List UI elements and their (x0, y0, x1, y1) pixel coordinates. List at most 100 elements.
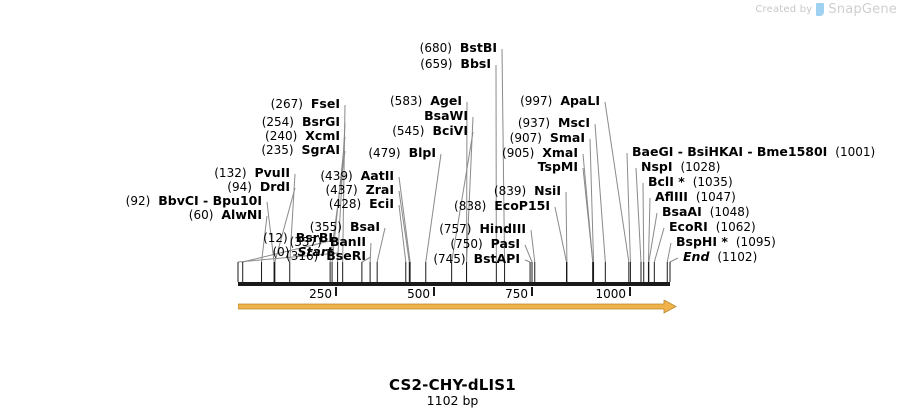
leader-line (530, 229, 536, 263)
enzyme-name: BsaAI (662, 204, 702, 219)
enzyme-site-bseri[interactable]: (316) BseRI (286, 249, 366, 263)
enzyme-site-bsai[interactable]: (355) BsaI (310, 220, 380, 234)
enzyme-site-pvuii[interactable]: (132) PvuII (214, 166, 290, 180)
enzyme-name: EciI (369, 196, 394, 211)
enzyme-site-fsei[interactable]: (267) FseI (271, 97, 340, 111)
enzyme-position: (235) (261, 143, 294, 157)
enzyme-position: (1048) (709, 205, 750, 219)
enzyme-site-afliii[interactable]: AflIII (1047) (655, 190, 736, 204)
leader-line (604, 101, 630, 263)
leader-line (648, 212, 658, 263)
enzyme-site-bstbi[interactable]: (680) BstBI (420, 41, 497, 55)
enzyme-site-ecop15i[interactable]: (838) EcoP15I (454, 199, 550, 213)
enzyme-site-banii[interactable]: (337) BanII (290, 235, 366, 249)
enzyme-name: AatII (360, 168, 394, 183)
enzyme-site-apali[interactable]: (997) ApaLI (520, 94, 600, 108)
leader-line (524, 244, 533, 263)
leader-line (589, 138, 595, 263)
leader-line (635, 167, 642, 263)
enzyme-position: (1102) (717, 250, 758, 264)
enzyme-position: (240) (265, 129, 298, 143)
enzyme-position: (439) (320, 169, 353, 183)
ruler-tick-label: 1000 (595, 287, 626, 301)
enzyme-name: SgrAI (301, 142, 340, 157)
ruler-tick-label: 250 (309, 287, 332, 301)
enzyme-site-blpi[interactable]: (479) BlpI (368, 146, 436, 160)
enzyme-site-bsphi[interactable]: BspHI * (1095) (676, 235, 776, 249)
snapgene-credit: Created by SnapGene (755, 2, 897, 17)
enzyme-site-bsaai[interactable]: BsaAI (1048) (662, 205, 750, 219)
enzyme-site-xmai[interactable]: (905) XmaI (502, 146, 578, 160)
enzyme-name: BseRI (326, 248, 366, 263)
enzyme-site-bsawi[interactable]: BsaWI (424, 109, 468, 123)
enzyme-site-bcivi[interactable]: (545) BciVI (392, 124, 468, 138)
enzyme-site-bbsi[interactable]: (659) BbsI (420, 57, 491, 71)
enzyme-site-bstapi[interactable]: (745) BstAPI (433, 252, 520, 266)
enzyme-site-nsii[interactable]: (839) NsiI (494, 184, 561, 198)
leader-line (582, 167, 594, 263)
enzyme-name: BsaI (349, 219, 380, 234)
created-by-text: Created by (755, 4, 813, 15)
ruler-tick-mark (433, 287, 435, 296)
ruler-tick-mark (335, 287, 337, 296)
enzyme-site-ecii[interactable]: (428) EciI (329, 197, 394, 211)
enzyme-site-end[interactable]: End (1102) (683, 250, 757, 264)
enzyme-position: (337) (289, 235, 322, 249)
enzyme-site-drdi[interactable]: (94) DrdI (227, 180, 290, 194)
enzyme-position: (355) (309, 220, 342, 234)
map-title: CS2-CHY-dLIS1 (389, 376, 516, 394)
enzyme-site-sgrai[interactable]: (235) SgrAI (261, 143, 340, 157)
enzyme-name: PvuII (254, 165, 290, 180)
leader-line (398, 190, 410, 263)
enzyme-name: BlpI (408, 145, 436, 160)
strand-arrow (238, 300, 677, 314)
enzyme-name: BclI * (648, 174, 685, 189)
enzyme-name: EcoRI (669, 219, 708, 234)
snapgene-logo-icon (816, 3, 825, 16)
enzyme-site-tspmi[interactable]: TspMI (538, 160, 578, 174)
enzyme-site-agei[interactable]: (583) AgeI (390, 94, 462, 108)
leader-line (369, 242, 372, 263)
enzyme-position: (0) (272, 245, 290, 259)
enzyme-site-aatii[interactable]: (439) AatII (320, 169, 394, 183)
enzyme-name: ZraI (365, 182, 394, 197)
strand-arrow-shape (238, 300, 677, 314)
enzyme-name: BbvCI - Bpu10I (158, 193, 262, 208)
enzyme-site-baegi[interactable]: BaeGI - BsiHKAI - Bme1580I (1001) (632, 145, 875, 159)
enzyme-name: AlwNI (221, 207, 262, 222)
enzyme-name: BsaWI (424, 108, 468, 123)
enzyme-position: (659) (420, 57, 453, 71)
enzyme-site-smai[interactable]: (907) SmaI (510, 131, 585, 145)
enzyme-site-bsrbi[interactable]: (12) BsrBI (263, 231, 333, 245)
enzyme-name: DrdI (259, 179, 290, 194)
leader-line (647, 197, 651, 263)
leader-line (653, 227, 665, 263)
enzyme-site-nspi[interactable]: NspI (1028) (641, 160, 720, 174)
enzyme-site-ecori[interactable]: EcoRI (1062) (669, 220, 756, 234)
enzyme-position: (60) (188, 208, 214, 222)
leader-line (398, 204, 407, 263)
enzyme-position: (1028) (680, 160, 721, 174)
enzyme-site-bbvci[interactable]: (92) BbvCI - Bpu10I (126, 194, 262, 208)
snapgene-brand-text: SnapGene (828, 2, 897, 17)
enzyme-position: (12) (263, 231, 288, 245)
ruler-tick-label: 500 (407, 287, 430, 301)
enzyme-site-alwni[interactable]: (60) AlwNI (189, 208, 262, 222)
enzyme-position: (937) (517, 116, 551, 130)
enzyme-site-hindiii[interactable]: (757) HindIII (439, 222, 526, 236)
leader-line (524, 259, 531, 263)
enzyme-name: FseI (310, 96, 340, 111)
enzyme-site-pasi[interactable]: (750) PasI (450, 237, 520, 251)
enzyme-site-zrai[interactable]: (437) ZraI (325, 183, 394, 197)
enzyme-site-start[interactable]: (0) Start (272, 245, 333, 259)
enzyme-site-bcli[interactable]: BclI * (1035) (648, 175, 733, 189)
enzyme-site-msci[interactable]: (937) MscI (518, 116, 590, 130)
enzyme-site-xcmi[interactable]: (240) XcmI (265, 129, 340, 143)
leader-line (594, 123, 606, 263)
leader-line (425, 153, 442, 263)
enzyme-site-bsrgi[interactable]: (254) BsrGI (262, 115, 340, 129)
ruler-tick-mark (531, 287, 533, 296)
enzyme-name: XmaI (542, 145, 578, 160)
ruler-tick-mark (629, 287, 631, 296)
enzyme-name: TspMI (537, 159, 578, 174)
